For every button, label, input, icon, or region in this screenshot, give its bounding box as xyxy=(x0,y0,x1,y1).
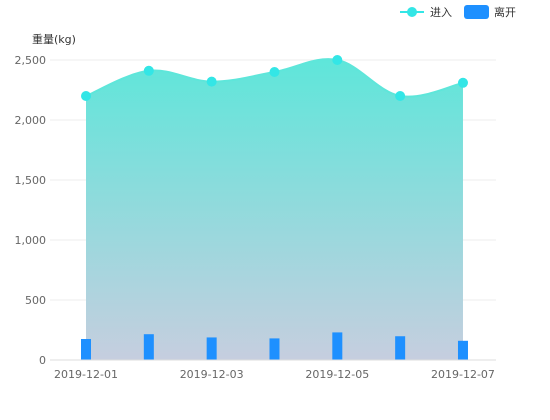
y-tick-label: 2,000 xyxy=(15,114,47,127)
y-tick-label: 500 xyxy=(25,294,46,307)
bar-out[interactable] xyxy=(395,336,406,360)
x-tick-label: 2019-12-07 xyxy=(431,368,495,381)
data-point-in[interactable] xyxy=(143,65,154,76)
y-axis-label: 重量(kg) xyxy=(32,32,76,46)
data-point-in[interactable] xyxy=(332,55,343,65)
y-tick-label: 1,000 xyxy=(15,234,47,247)
y-axis-ticks: 0 500 1,000 1,500 2,000 2,500 xyxy=(15,54,47,367)
bar-series-layer xyxy=(81,332,468,360)
y-tick-label: 0 xyxy=(39,354,46,367)
x-axis-ticks: 2019-12-01 2019-12-03 2019-12-05 2019-12-07 xyxy=(54,368,495,381)
legend: 进入 离开 xyxy=(400,5,516,19)
x-tick-label: 2019-12-05 xyxy=(305,368,369,381)
x-tick-label: 2019-12-03 xyxy=(180,368,244,381)
legend-bar-icon xyxy=(464,5,489,19)
legend-label-out: 离开 xyxy=(494,5,516,19)
area-series-layer xyxy=(85,58,464,360)
legend-label-in: 进入 xyxy=(430,6,452,19)
legend-item-in[interactable]: 进入 xyxy=(400,6,452,19)
bar-out[interactable] xyxy=(332,332,343,360)
point-layer xyxy=(81,55,468,101)
legend-dot-icon xyxy=(407,7,417,17)
bar-out[interactable] xyxy=(206,337,217,360)
bar-out[interactable] xyxy=(143,334,154,360)
bar-out[interactable] xyxy=(457,340,468,360)
data-point-in[interactable] xyxy=(206,76,217,87)
area-fill-in xyxy=(86,59,463,360)
bar-out[interactable] xyxy=(269,338,280,360)
y-tick-label: 1,500 xyxy=(15,174,47,187)
x-tick-label: 2019-12-01 xyxy=(54,368,118,381)
data-point-in[interactable] xyxy=(81,91,91,101)
bar-out[interactable] xyxy=(81,339,91,360)
data-point-in[interactable] xyxy=(457,77,468,88)
data-point-in[interactable] xyxy=(269,67,280,77)
y-tick-label: 2,500 xyxy=(15,54,47,67)
data-point-in[interactable] xyxy=(395,91,406,101)
legend-item-out[interactable]: 离开 xyxy=(464,5,516,19)
